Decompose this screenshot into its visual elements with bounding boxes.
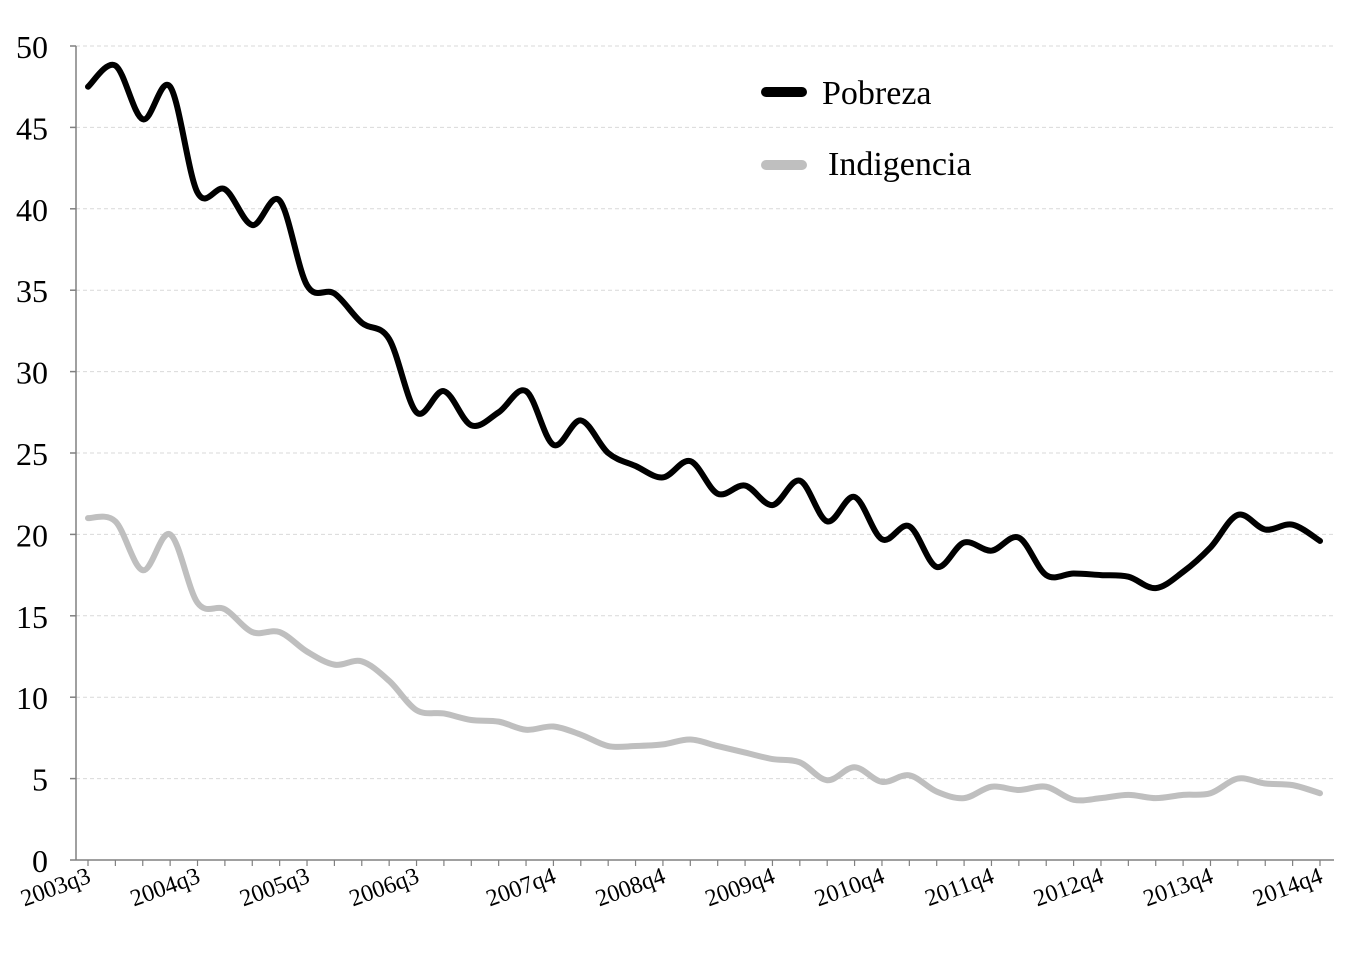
y-tick-label: 40 xyxy=(16,192,48,228)
x-tick-label: 2004q3 xyxy=(127,863,204,912)
x-tick-label: 2013q4 xyxy=(1140,863,1217,912)
y-tick-label: 15 xyxy=(16,599,48,635)
x-axis: 2003q3 2004q3 2005q3 2006q3 2007q4 2008q4 2009… xyxy=(18,859,1334,912)
y-tick-label: 5 xyxy=(32,762,48,798)
x-tick-label: 2012q4 xyxy=(1030,863,1107,912)
y-tick-label: 10 xyxy=(16,680,48,716)
y-tick-label: 30 xyxy=(16,355,48,391)
series-line-pobreza xyxy=(85,61,1323,592)
y-tick-label: 50 xyxy=(16,29,48,65)
legend-label-pobreza: Pobreza xyxy=(822,75,932,112)
x-tick-label: 2011q4 xyxy=(922,863,998,912)
series-line-indigencia xyxy=(85,513,1323,804)
x-tick-label: 2010q4 xyxy=(811,863,888,912)
y-tick-label: 20 xyxy=(16,517,48,553)
y-tick-label: 35 xyxy=(16,273,48,309)
y-tick-label: 25 xyxy=(16,436,48,472)
x-tick-label: 2008q4 xyxy=(592,863,669,912)
x-tick-label: 2009q4 xyxy=(702,863,779,912)
y-tick-label: 0 xyxy=(32,843,48,879)
legend-label-indigencia: Indigencia xyxy=(828,146,972,183)
gridlines xyxy=(76,45,1334,780)
x-tick-label: 2007q4 xyxy=(483,863,560,912)
series-lines xyxy=(85,61,1323,804)
x-tick-label: 2003q3 xyxy=(18,863,95,912)
x-tick-label: 2005q3 xyxy=(237,863,314,912)
x-tick-label: 2014q4 xyxy=(1250,863,1327,912)
x-tick-label: 2006q3 xyxy=(346,863,423,912)
legend: Pobreza Indigencia xyxy=(761,75,972,183)
y-tick-label: 45 xyxy=(16,110,48,146)
y-axis: 0 5 10 15 20 25 30 35 40 45 50 xyxy=(16,29,77,879)
